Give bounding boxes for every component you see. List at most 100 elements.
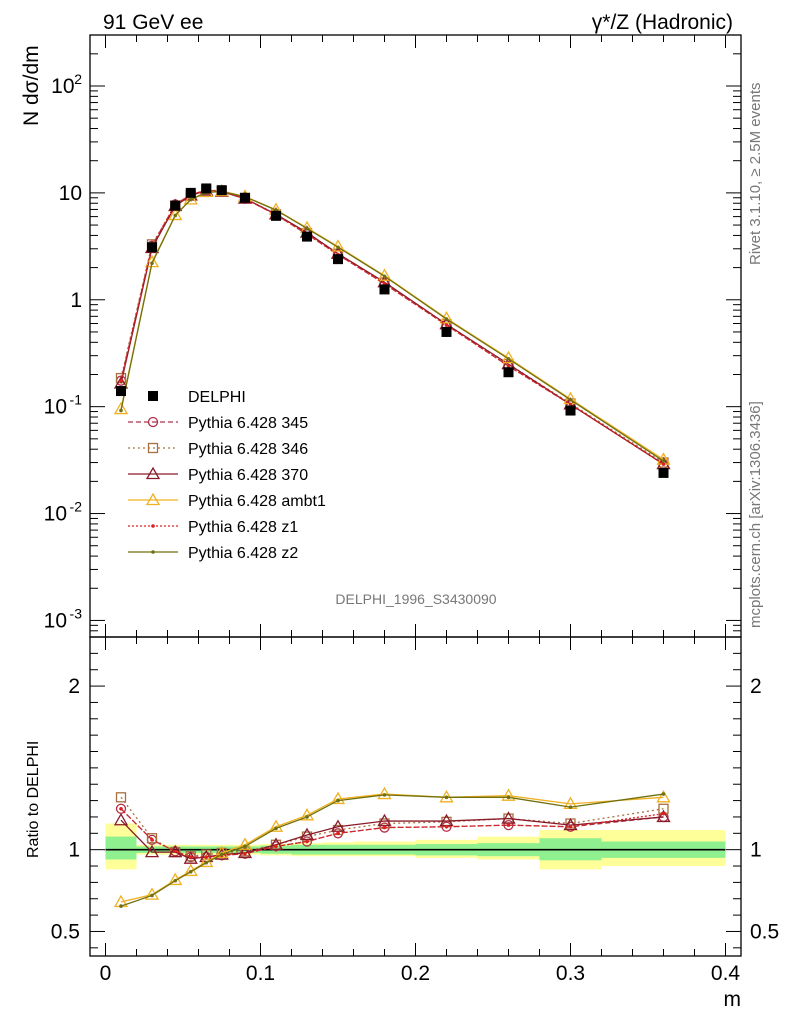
ratio-point [268, 819, 284, 832]
series-point [506, 364, 511, 368]
x-tick-label: 0.1 [246, 962, 275, 985]
legend-marker [151, 550, 155, 554]
data-point [441, 326, 452, 337]
data-point [333, 254, 343, 265]
ratio-point [336, 831, 340, 836]
ratio-panel: 0 0.1 0.2 0.3 0.4 0.5 0.5 1 1 2 2 [51, 636, 779, 985]
y-tick-label: 0.5 [51, 920, 80, 943]
ratio-series-5 [119, 792, 666, 908]
series-line [120, 189, 664, 465]
y-tick-label: 1 [70, 289, 82, 312]
header-left: 91 GeV ee [103, 11, 203, 34]
mcplots-label: mcplots.cern.ch [arXiv:1306.3436] [747, 401, 764, 628]
ratio-point [501, 811, 516, 824]
legend-marker [145, 466, 161, 480]
ratio-point [219, 852, 224, 857]
x-tick-label: 0 [100, 962, 112, 985]
header-right: γ*/Z (Hadronic) [592, 11, 733, 34]
ratio-point [168, 844, 183, 858]
ratio-point [274, 826, 278, 831]
ratio-point [563, 817, 578, 831]
ratio-point [501, 788, 516, 801]
svg-text:2: 2 [74, 71, 82, 87]
rivet-label: Rivet 3.1.10, ≥ 2.5M events [747, 83, 764, 266]
series-point [661, 459, 666, 463]
ratio-point [503, 819, 514, 831]
data-point [302, 231, 312, 242]
ratio-point [115, 792, 127, 803]
svg-text:10: 10 [44, 503, 67, 526]
svg-text:-2: -2 [70, 499, 83, 515]
series-point [568, 397, 573, 402]
legend-marker [147, 416, 159, 428]
series-point [168, 207, 183, 221]
legend-marker [145, 492, 161, 506]
band-stat [105, 836, 137, 860]
ratio-point [377, 813, 392, 827]
x-tick-label: 0.3 [556, 962, 585, 985]
series-point [568, 402, 573, 407]
svg-text:10: 10 [44, 396, 67, 419]
svg-text:10: 10 [51, 75, 74, 98]
legend-marker [151, 524, 155, 528]
series-point [444, 317, 449, 321]
main-ylabel: N dσ/dm [20, 45, 43, 126]
x-tick-label: 0.4 [711, 962, 741, 985]
ratio-point [568, 805, 573, 809]
ratio-point [274, 844, 278, 849]
ratio-point [144, 844, 160, 858]
y-tick-label-right: 2 [750, 675, 762, 698]
data-point [201, 183, 212, 194]
legend-label: Pythia 6.428 z2 [188, 545, 298, 562]
ratio-point [214, 845, 229, 859]
ratio-point [237, 845, 253, 859]
ratio-point [382, 793, 387, 797]
ratio-point [113, 812, 129, 826]
y-tick-label: 1 [68, 839, 80, 862]
ratio-point [656, 809, 671, 823]
x-tick-label: 0.2 [401, 962, 430, 985]
ratio-point [119, 904, 123, 908]
ratio-point [656, 790, 671, 803]
data-point [658, 467, 669, 478]
legend-label: Pythia 6.428 346 [188, 441, 308, 458]
series-point [188, 197, 193, 202]
legend-marker [147, 442, 159, 454]
ratio-point [146, 833, 158, 844]
data-point [216, 185, 227, 196]
data-point [565, 405, 576, 416]
ratio-point [150, 838, 154, 842]
ratio-point [305, 839, 309, 844]
y-tick-label-right: 0.5 [750, 920, 779, 943]
ratio-point [183, 851, 198, 864]
ratio-point [268, 837, 284, 850]
series-point [305, 226, 309, 231]
legend-marker [148, 391, 158, 401]
ratio-ylabel: Ratio to DELPHI [25, 741, 42, 858]
series-point [119, 408, 123, 413]
series-point [336, 245, 340, 250]
legend-label: Pythia 6.428 370 [188, 467, 308, 484]
ratio-point [173, 849, 178, 854]
series-point [144, 254, 160, 268]
series-point [119, 378, 123, 383]
ratio-point [444, 824, 449, 829]
y-tick-label: 210 [51, 71, 82, 98]
ratio-point [299, 808, 315, 821]
ratio-point [506, 795, 511, 800]
legend-label: Pythia 6.428 z1 [188, 519, 298, 536]
data-series [116, 183, 669, 478]
ratio-point [150, 893, 154, 898]
y-tick-label-right: 1 [750, 839, 762, 862]
legend: DELPHI Pythia 6.428 345 Pythia 6.428 346 Py… [128, 389, 326, 562]
series-point [444, 323, 449, 327]
legend-label: DELPHI [188, 389, 246, 406]
ratio-point [661, 811, 666, 816]
y-tick-label: -210 [44, 499, 83, 526]
y-tick-label: -110 [44, 392, 83, 419]
ratio-point [330, 791, 346, 805]
ratio-point [336, 798, 340, 803]
ratio-point [188, 869, 193, 874]
